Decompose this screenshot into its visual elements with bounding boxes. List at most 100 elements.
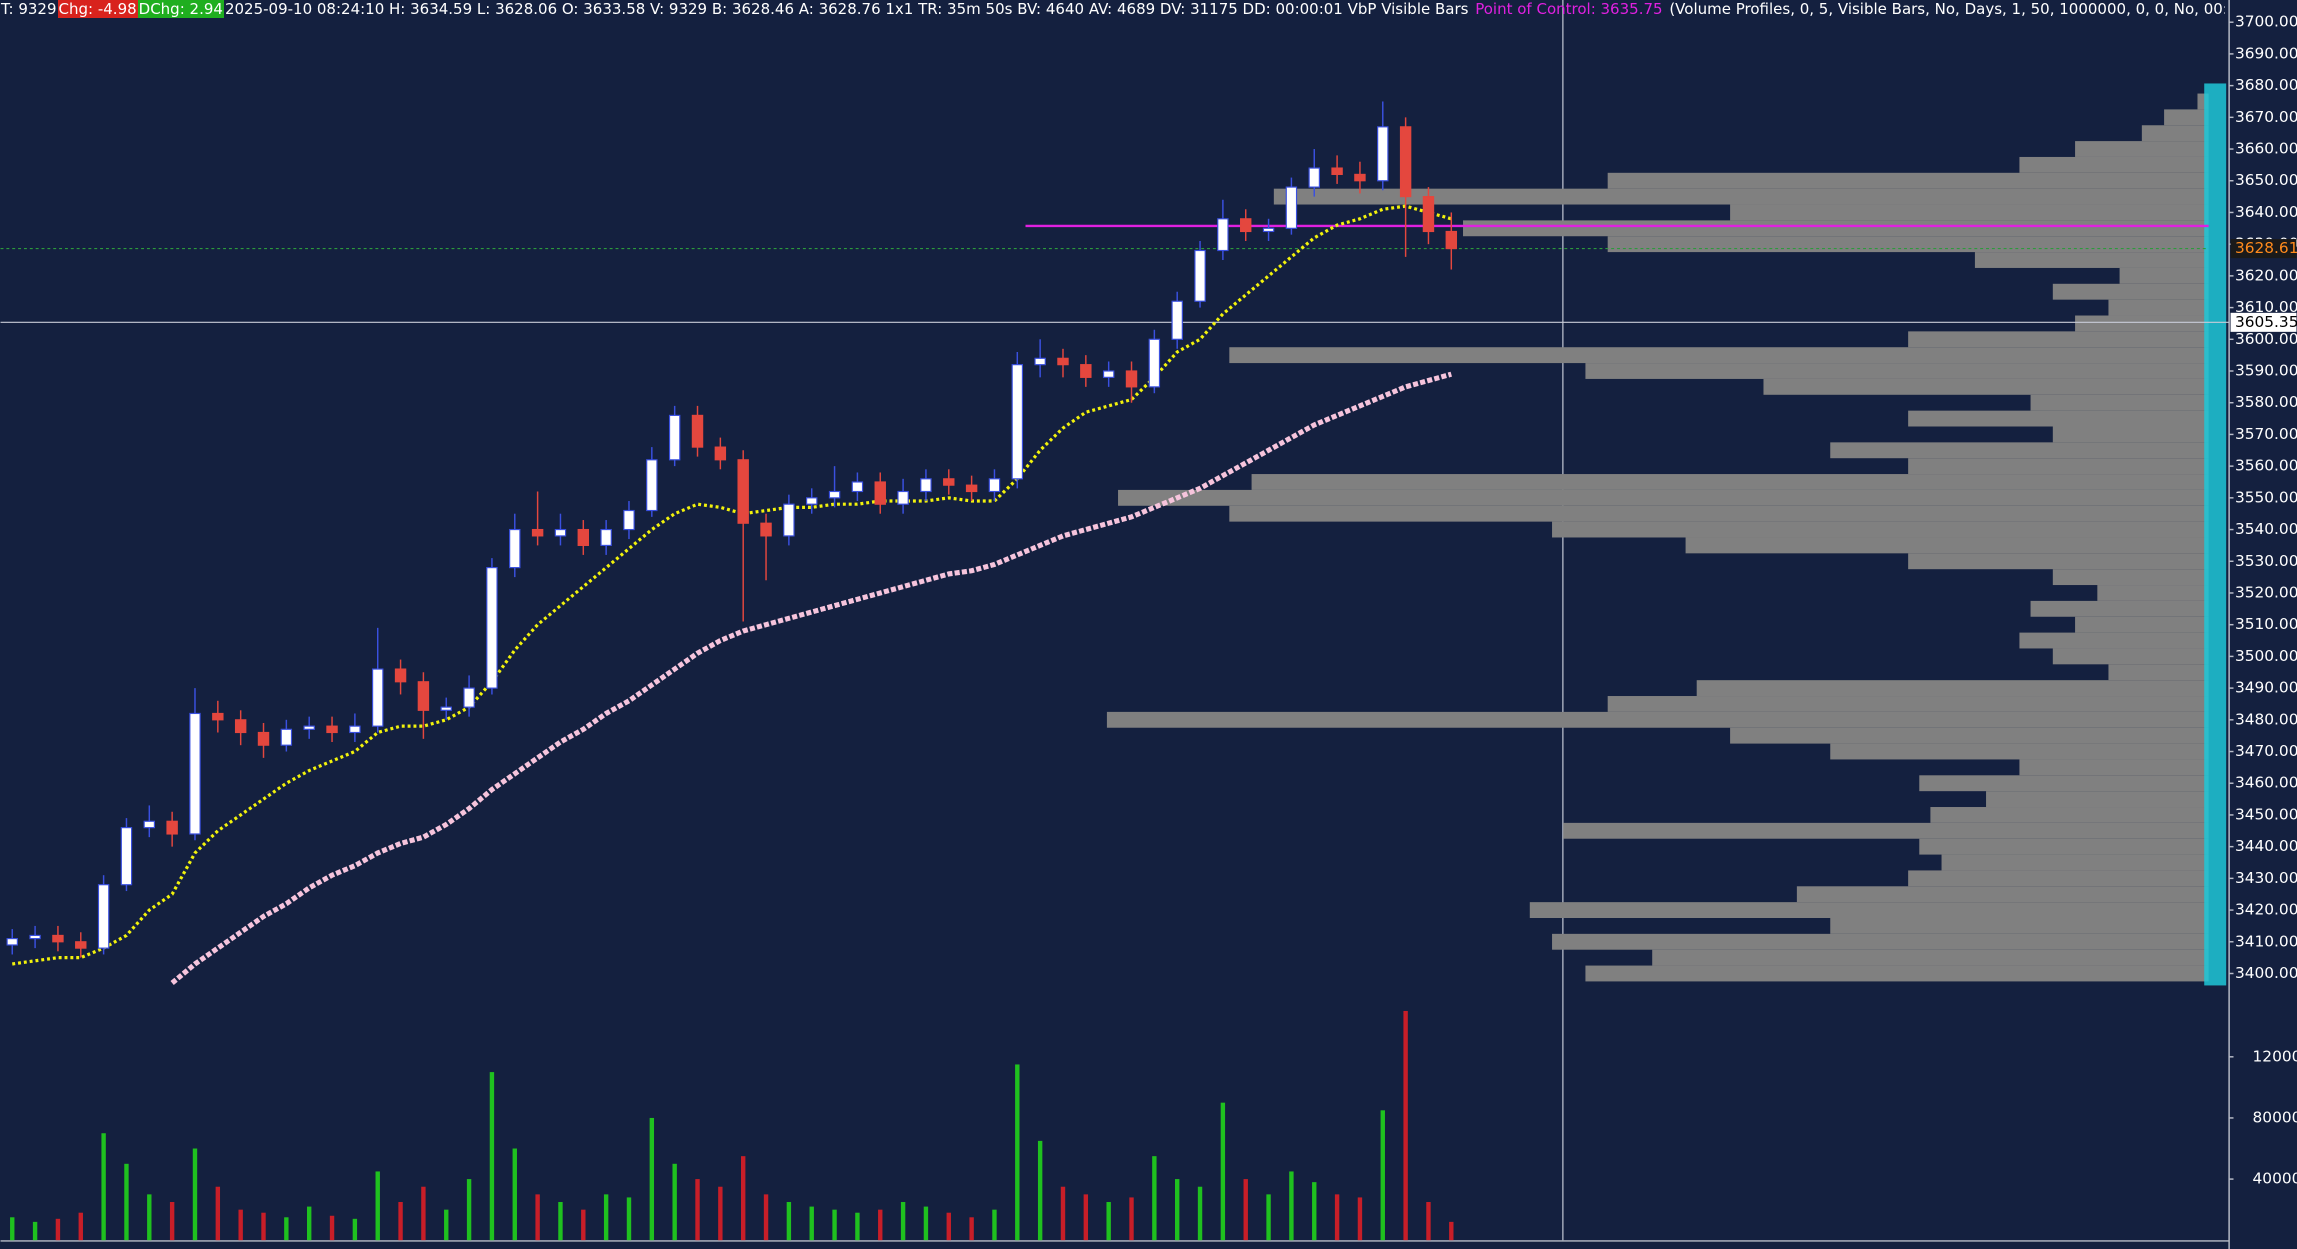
volume-bar xyxy=(1197,1186,1203,1241)
volume-bar xyxy=(101,1133,106,1241)
candle-body xyxy=(6,938,18,946)
candle-body xyxy=(1125,370,1138,388)
volume-bar xyxy=(124,1163,129,1241)
candle-body xyxy=(668,414,681,461)
volume-bar xyxy=(306,1206,312,1241)
candle-body xyxy=(486,567,498,689)
profile-bar xyxy=(1106,711,2209,728)
candle-body xyxy=(851,481,864,493)
candle-body xyxy=(1285,186,1298,229)
profile-bar xyxy=(1908,553,2209,570)
current-price-label-box xyxy=(2230,239,2297,259)
profile-bar xyxy=(1273,188,2209,205)
profile-bar xyxy=(2108,664,2209,681)
profile-bar xyxy=(2019,156,2209,173)
profile-bar xyxy=(2075,315,2209,332)
volume-bar xyxy=(946,1212,951,1241)
profile-bar xyxy=(2052,283,2209,300)
volume-bar xyxy=(375,1171,380,1241)
current-price-label: 3628.61 xyxy=(2235,239,2297,257)
candle-body xyxy=(623,509,635,531)
candle-body xyxy=(1011,364,1024,480)
volume-bar xyxy=(626,1197,632,1241)
volume-bar xyxy=(969,1217,974,1241)
volume-bar xyxy=(581,1209,586,1241)
volume-bar xyxy=(78,1212,83,1241)
profile-bar xyxy=(2019,759,2209,776)
candle-body xyxy=(52,934,64,943)
profile-bar xyxy=(2052,648,2209,665)
y-tick-label: 3550.00 xyxy=(2235,488,2297,506)
volume-bar xyxy=(147,1194,152,1241)
profile-bar xyxy=(1652,949,2209,966)
profile-bar xyxy=(1830,743,2209,760)
volume-bar xyxy=(558,1202,563,1241)
profile-bar xyxy=(1685,537,2209,554)
candle-body xyxy=(1354,173,1366,182)
candle-body xyxy=(1034,357,1046,366)
volume-bar xyxy=(10,1217,15,1241)
candle-body xyxy=(120,827,133,886)
profile-bar xyxy=(1696,680,2209,697)
candle-body xyxy=(1308,167,1320,188)
profile-bar xyxy=(1229,505,2209,522)
volume-bar xyxy=(512,1148,517,1241)
volume-bar xyxy=(1106,1202,1111,1241)
volume-bar xyxy=(1403,1010,1408,1241)
volume-bar xyxy=(1380,1110,1385,1241)
profile-marker-strip xyxy=(2204,83,2227,986)
volume-bar xyxy=(741,1156,746,1241)
volume-bar xyxy=(900,1202,906,1241)
candle-body xyxy=(828,490,841,499)
slow-moving-average xyxy=(170,371,1452,985)
volume-bar xyxy=(1289,1171,1294,1241)
volume-bar xyxy=(1357,1197,1363,1241)
profile-bar xyxy=(1830,917,2209,934)
volume-bar xyxy=(1152,1156,1157,1241)
y-tick-label: 3700.00 xyxy=(2235,13,2297,31)
candle-body xyxy=(554,528,567,537)
volume-bar xyxy=(786,1202,792,1241)
candle-body xyxy=(577,528,590,546)
volume-bar xyxy=(1015,1064,1020,1241)
candle-body xyxy=(600,528,612,546)
profile-bar xyxy=(2052,426,2209,443)
y-tick-label: 3610.00 xyxy=(2235,298,2297,316)
volume-bar xyxy=(1243,1179,1248,1241)
candle-body xyxy=(920,478,932,493)
candle-body xyxy=(372,668,384,727)
y-tick-label: 3420.00 xyxy=(2235,901,2297,919)
volume-tick-label: 120000 xyxy=(2253,1047,2297,1065)
candle-body xyxy=(257,731,270,746)
candle-body xyxy=(1217,218,1229,252)
y-tick-label: 3660.00 xyxy=(2235,140,2297,158)
y-tick-label: 3680.00 xyxy=(2235,76,2297,94)
candle-body xyxy=(1422,196,1435,233)
profile-bar xyxy=(1908,331,2209,348)
profile-bar xyxy=(2030,394,2209,411)
volume-bar xyxy=(718,1186,723,1241)
volume-bar xyxy=(352,1218,358,1241)
candle-body xyxy=(737,459,749,524)
volume-bar xyxy=(261,1212,266,1241)
y-tick-label: 3470.00 xyxy=(2235,742,2297,760)
candle-body xyxy=(1240,218,1252,233)
volume-bar xyxy=(55,1218,61,1241)
profile-bar xyxy=(1919,838,2209,855)
volume-bar xyxy=(1266,1194,1271,1241)
candle-body xyxy=(29,934,41,940)
candle-body xyxy=(760,522,772,537)
volume-bar xyxy=(192,1148,198,1241)
profile-bar xyxy=(1941,854,2209,871)
candle-body xyxy=(874,481,886,505)
candle-body xyxy=(1331,167,1343,175)
candle-body xyxy=(1080,364,1092,378)
profile-bar xyxy=(1930,807,2209,823)
profile-bar xyxy=(1730,727,2209,744)
y-tick-label: 3460.00 xyxy=(2235,774,2297,792)
volume-bar xyxy=(1334,1194,1340,1241)
candle-body xyxy=(417,681,430,711)
candle-body xyxy=(1399,126,1412,198)
